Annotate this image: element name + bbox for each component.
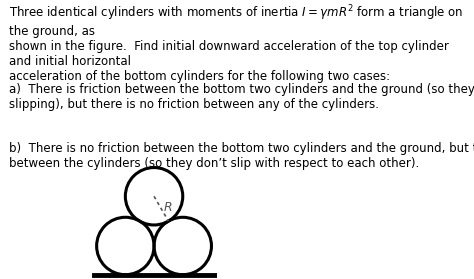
Text: b)  There is no friction between the bottom two cylinders and the ground, but th: b) There is no friction between the bott… bbox=[9, 142, 474, 170]
Text: a)  There is friction between the bottom two cylinders and the ground (so they r: a) There is friction between the bottom … bbox=[9, 83, 474, 111]
Text: Three identical cylinders with moments of inertia $I = \gamma mR^2$ form a trian: Three identical cylinders with moments o… bbox=[9, 3, 464, 83]
Text: R: R bbox=[164, 201, 172, 214]
